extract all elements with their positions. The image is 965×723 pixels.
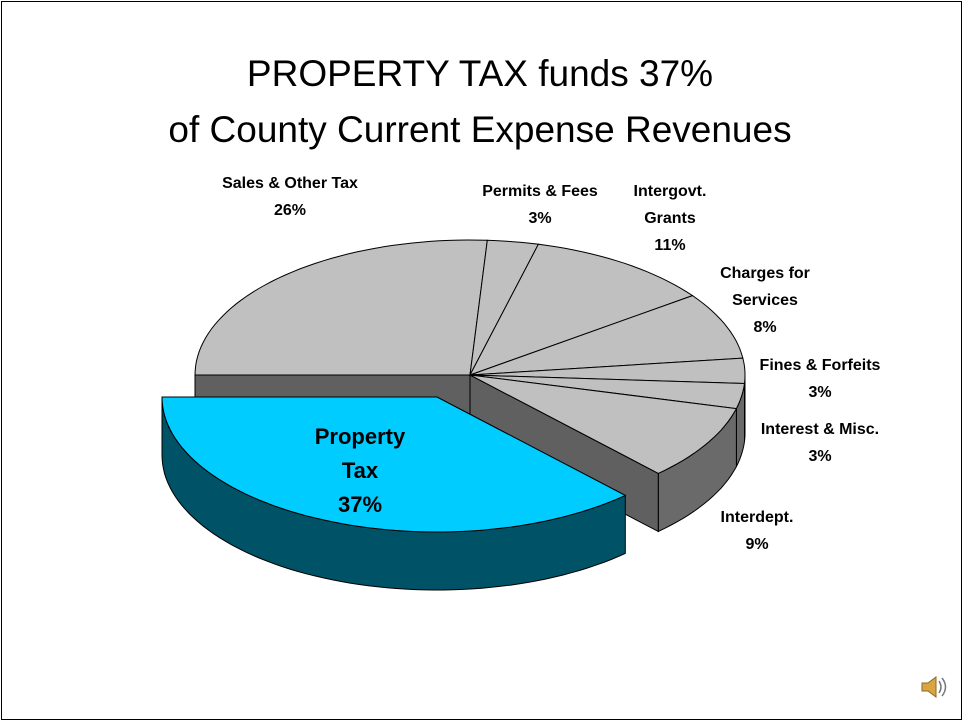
category-label: Charges for Services [720, 265, 810, 309]
slice-label: Sales & Other Tax 26% [215, 170, 365, 224]
slice-top [469, 357, 746, 385]
slice-label: Interest & Misc. 3% [735, 416, 905, 470]
slice-top [161, 396, 627, 533]
category-label: Property Tax [314, 424, 406, 483]
slice-label: Property Tax 37% [300, 420, 420, 522]
value-label: 26% [273, 202, 307, 219]
slice-label: Fines & Forfeits 3% [735, 352, 905, 406]
value-label: 3% [808, 384, 832, 401]
category-label: Interest & Misc. [760, 421, 880, 438]
category-label: Interdept. [720, 509, 794, 526]
value-label: 8% [753, 319, 777, 336]
slice-label: Intergovt. Grants 11% [620, 178, 720, 259]
category-label: Intergovt. Grants [633, 183, 707, 227]
value-label: 3% [528, 210, 552, 227]
speaker-icon [921, 676, 947, 698]
chart-title: PROPERTY TAX funds 37% of County Current… [168, 53, 792, 150]
category-label: Sales & Other Tax [222, 175, 358, 192]
value-label: 3% [808, 448, 832, 465]
slice-top [469, 295, 744, 376]
value-label: 9% [745, 536, 769, 553]
category-label: Fines & Forfeits [759, 357, 881, 374]
slice-top [468, 243, 694, 376]
slice-label: Charges for Services 8% [710, 260, 820, 341]
value-label: 37% [337, 492, 383, 517]
slice-label: Permits & Fees 3% [460, 178, 620, 232]
slice-label: Interdept. 9% [702, 504, 812, 558]
slice-top [194, 239, 488, 376]
category-label: Permits & Fees [482, 183, 598, 200]
value-label: 11% [654, 237, 686, 254]
slice-top [469, 374, 738, 474]
